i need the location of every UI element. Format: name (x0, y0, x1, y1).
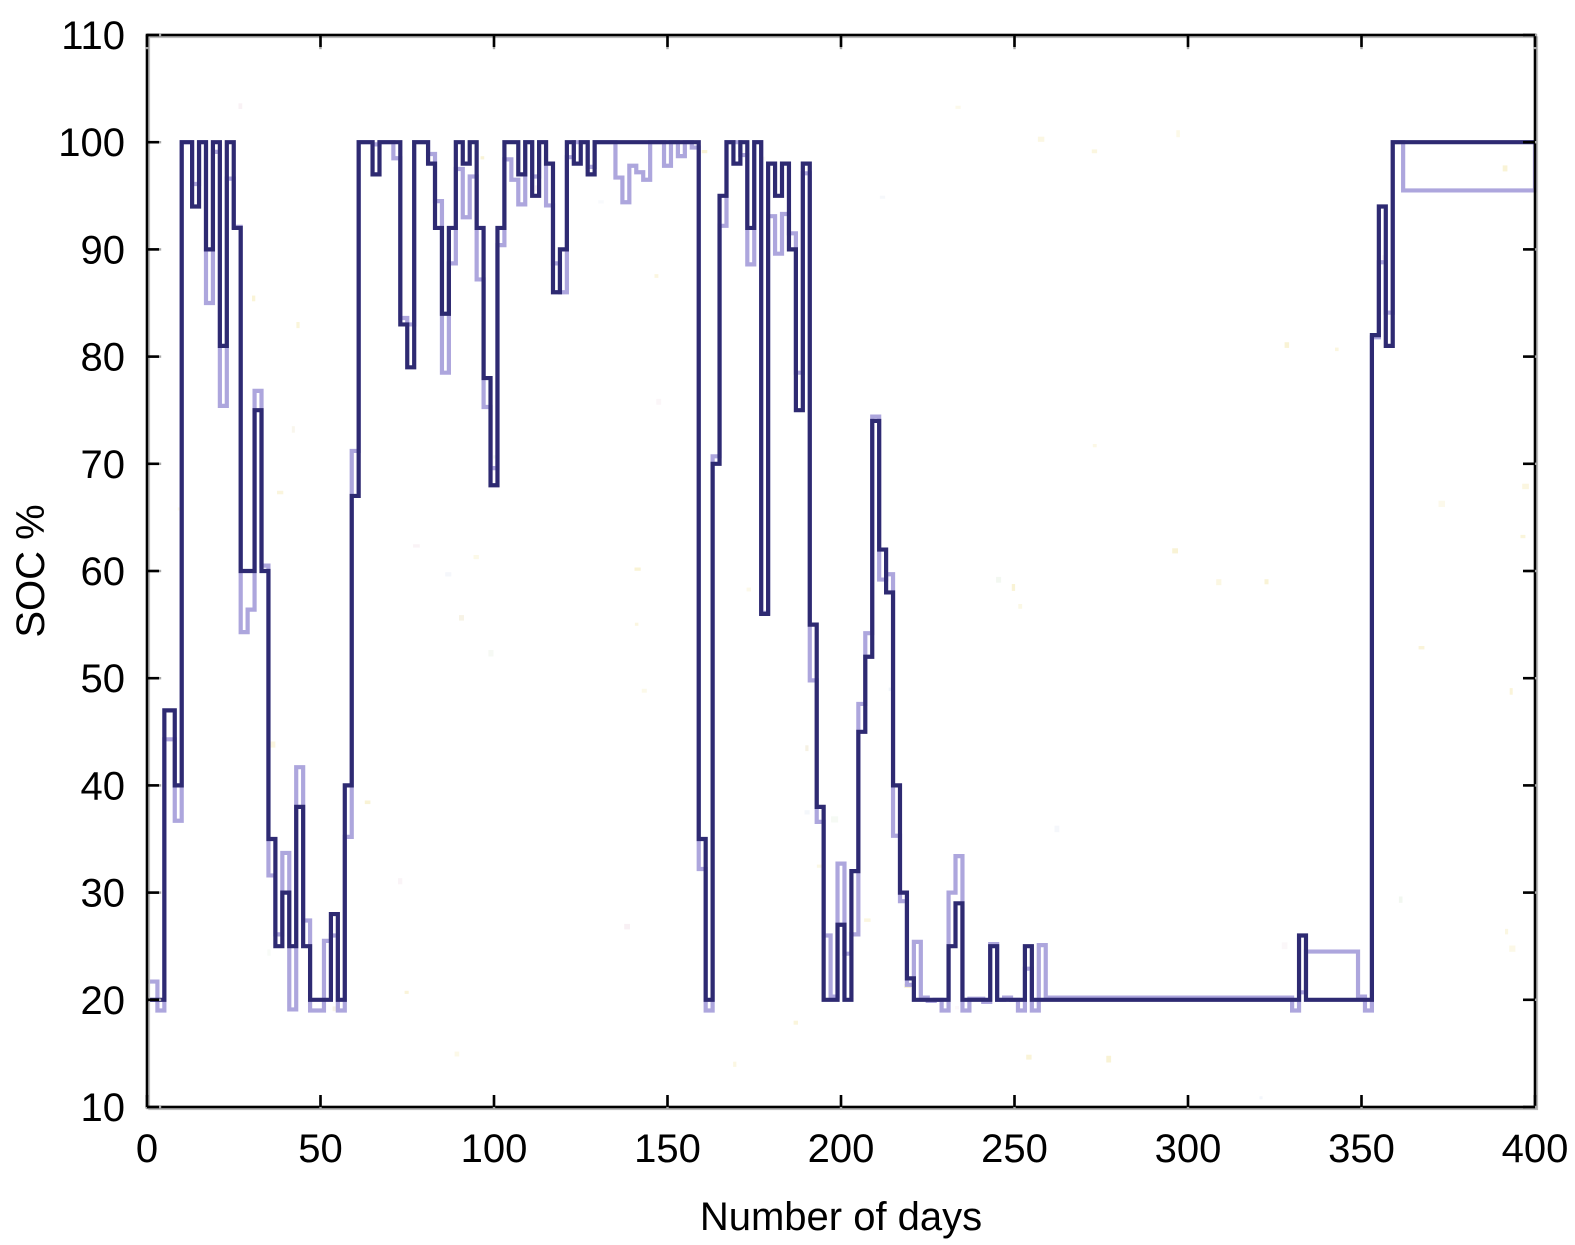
svg-text:350: 350 (1328, 1127, 1395, 1171)
svg-text:Number of days: Number of days (700, 1195, 982, 1239)
svg-text:20: 20 (81, 979, 126, 1023)
svg-text:60: 60 (81, 550, 126, 594)
svg-text:90: 90 (81, 228, 126, 272)
svg-text:150: 150 (634, 1127, 701, 1171)
svg-text:SOC %: SOC % (9, 504, 53, 637)
svg-text:40: 40 (81, 764, 126, 808)
svg-text:100: 100 (461, 1127, 528, 1171)
svg-text:80: 80 (81, 336, 126, 380)
svg-text:0: 0 (136, 1127, 158, 1171)
svg-text:400: 400 (1502, 1127, 1569, 1171)
svg-text:70: 70 (81, 443, 126, 487)
svg-text:100: 100 (58, 121, 125, 165)
svg-text:300: 300 (1155, 1127, 1222, 1171)
svg-text:10: 10 (81, 1086, 126, 1130)
svg-text:250: 250 (981, 1127, 1048, 1171)
svg-text:50: 50 (81, 657, 126, 701)
svg-text:50: 50 (298, 1127, 343, 1171)
svg-text:110: 110 (61, 14, 125, 58)
svg-text:30: 30 (81, 872, 126, 916)
svg-text:200: 200 (808, 1127, 875, 1171)
